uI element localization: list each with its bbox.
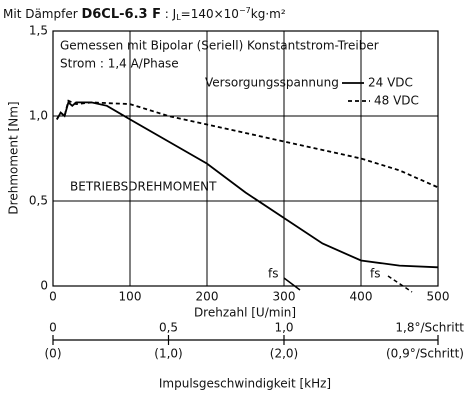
- x2-end-label: (0,9°/Schritt): [386, 347, 464, 361]
- title-part: =140×10: [181, 7, 239, 21]
- x2-axis-label: Impulsgeschwindigkeit [kHz]: [159, 377, 331, 391]
- annotation: BETRIEBSDREHMOMENT: [70, 180, 217, 194]
- annotation: fs: [268, 267, 278, 281]
- fs-line: [283, 277, 301, 291]
- x-tick-label: 400: [350, 290, 373, 304]
- x-axis-label: Drehzahl [U/min]: [194, 306, 296, 320]
- legend-label: 24 VDC: [368, 76, 413, 90]
- title-part: kg·m²: [251, 7, 286, 21]
- series-line: [56, 99, 439, 189]
- x-tick-label: 500: [427, 290, 450, 304]
- annotation: Strom : 1,4 A/Phase: [60, 57, 179, 71]
- x-tick-label: 100: [119, 290, 142, 304]
- x-tick-label: 200: [196, 290, 219, 304]
- annotation: Versorgungsspannung: [205, 76, 339, 90]
- annotation: Gemessen mit Bipolar (Seriell) Konstants…: [60, 39, 379, 53]
- x2-tick-sublabel: (1,0): [154, 347, 182, 361]
- y-tick-label: 1,5: [29, 24, 48, 38]
- x2-tick-sublabel: (2,0): [270, 347, 298, 361]
- x-tick-label: 300: [273, 290, 296, 304]
- fs-line: [387, 275, 413, 293]
- y-tick-label: 0,5: [29, 194, 48, 208]
- x2-tick-label: 0: [49, 321, 57, 335]
- y-tick-label: 1,0: [29, 109, 48, 123]
- annotation: fs: [370, 267, 380, 281]
- x-tick-label: 0: [49, 290, 57, 304]
- title-part: : J: [161, 7, 176, 21]
- x2-tick-label: 1,0: [274, 321, 293, 335]
- x2-tick-sublabel: (0): [45, 347, 62, 361]
- y-axis-label: Drehmoment [Nm]: [7, 101, 21, 214]
- chart-title: Mit Dämpfer D6CL-6.3 F : JL=140×10−7kg·m…: [3, 6, 286, 22]
- y-tick-label: 0: [40, 279, 48, 293]
- title-part: Mit Dämpfer: [3, 7, 81, 21]
- title-model: D6CL-6.3 F: [81, 7, 161, 22]
- x2-end-label: 1,8°/Schritt: [395, 321, 464, 335]
- title-sup: −7: [239, 6, 251, 15]
- title-sub: L: [176, 13, 181, 22]
- legend-label: 48 VDC: [374, 94, 419, 108]
- x2-tick-label: 0,5: [159, 321, 178, 335]
